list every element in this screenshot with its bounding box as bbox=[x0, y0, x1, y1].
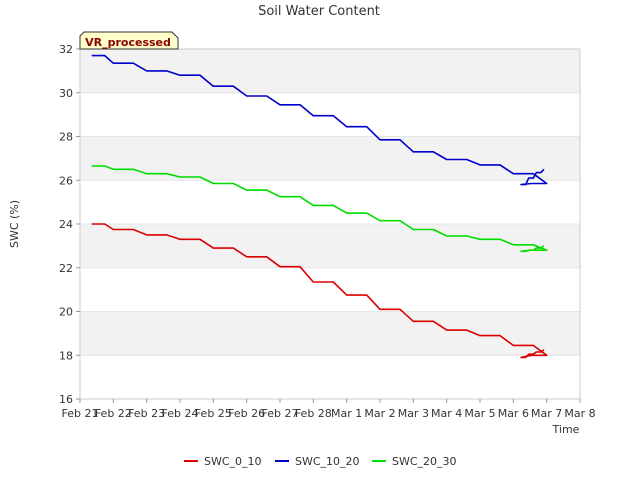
x-tick-label: Feb 23 bbox=[128, 407, 165, 420]
legend: SWC_0_10 SWC_10_20 SWC_20_30 bbox=[184, 455, 457, 468]
x-tick-label: Mar 3 bbox=[398, 407, 429, 420]
grid-band bbox=[80, 92, 580, 137]
y-tick-label: 32 bbox=[59, 43, 73, 56]
y-tick-label: 26 bbox=[59, 174, 73, 187]
x-tick-label: Feb 27 bbox=[262, 407, 299, 420]
grid-band bbox=[80, 267, 580, 312]
chart-title: Soil Water Content bbox=[258, 4, 380, 19]
y-tick-label: 30 bbox=[59, 87, 73, 100]
x-tick-label: Feb 22 bbox=[95, 407, 132, 420]
y-tick-label: 18 bbox=[59, 349, 73, 362]
legend-label: SWC_20_30 bbox=[392, 455, 457, 468]
x-tick-label: Feb 26 bbox=[228, 407, 265, 420]
grid-band bbox=[80, 180, 580, 224]
y-axis-label: SWC (%) bbox=[8, 200, 21, 248]
x-tick-label: Feb 21 bbox=[62, 407, 99, 420]
legend-label: SWC_0_10 bbox=[204, 455, 262, 468]
x-tick-label: Mar 5 bbox=[464, 407, 495, 420]
x-tick-label: Feb 25 bbox=[195, 407, 232, 420]
grid-band bbox=[80, 355, 580, 399]
series-line-swc-10-20 bbox=[91, 54, 548, 186]
x-tick-label: Mar 4 bbox=[431, 407, 462, 420]
vr-processed-badge: VR_processed bbox=[79, 31, 179, 50]
y-tick-label: 16 bbox=[59, 393, 73, 406]
legend-label: SWC_10_20 bbox=[295, 455, 360, 468]
x-tick-label: Mar 1 bbox=[331, 407, 362, 420]
badge-label: VR_processed bbox=[85, 36, 171, 49]
grid-bands bbox=[80, 48, 580, 400]
x-tick-label: Mar 2 bbox=[364, 407, 395, 420]
y-tick-label: 24 bbox=[59, 218, 73, 231]
grid-band bbox=[80, 224, 580, 268]
x-tick-label: Feb 24 bbox=[162, 407, 199, 420]
x-tick-label: Mar 8 bbox=[564, 407, 595, 420]
series-line-swc-20-30 bbox=[91, 165, 548, 253]
y-tick-label: 20 bbox=[59, 306, 73, 319]
x-axis-label: Time bbox=[552, 423, 580, 436]
y-axis-ticks: 16 18 20 22 24 26 28 30 32 bbox=[59, 43, 80, 406]
x-tick-label: Mar 7 bbox=[531, 407, 562, 420]
series-line-swc-0-10 bbox=[91, 223, 548, 359]
series-lines bbox=[91, 54, 548, 359]
y-tick-label: 28 bbox=[59, 131, 73, 144]
grid-band bbox=[80, 311, 580, 356]
y-tick-label: 22 bbox=[59, 262, 73, 275]
x-tick-label: Mar 6 bbox=[498, 407, 529, 420]
x-tick-label: Feb 28 bbox=[295, 407, 332, 420]
